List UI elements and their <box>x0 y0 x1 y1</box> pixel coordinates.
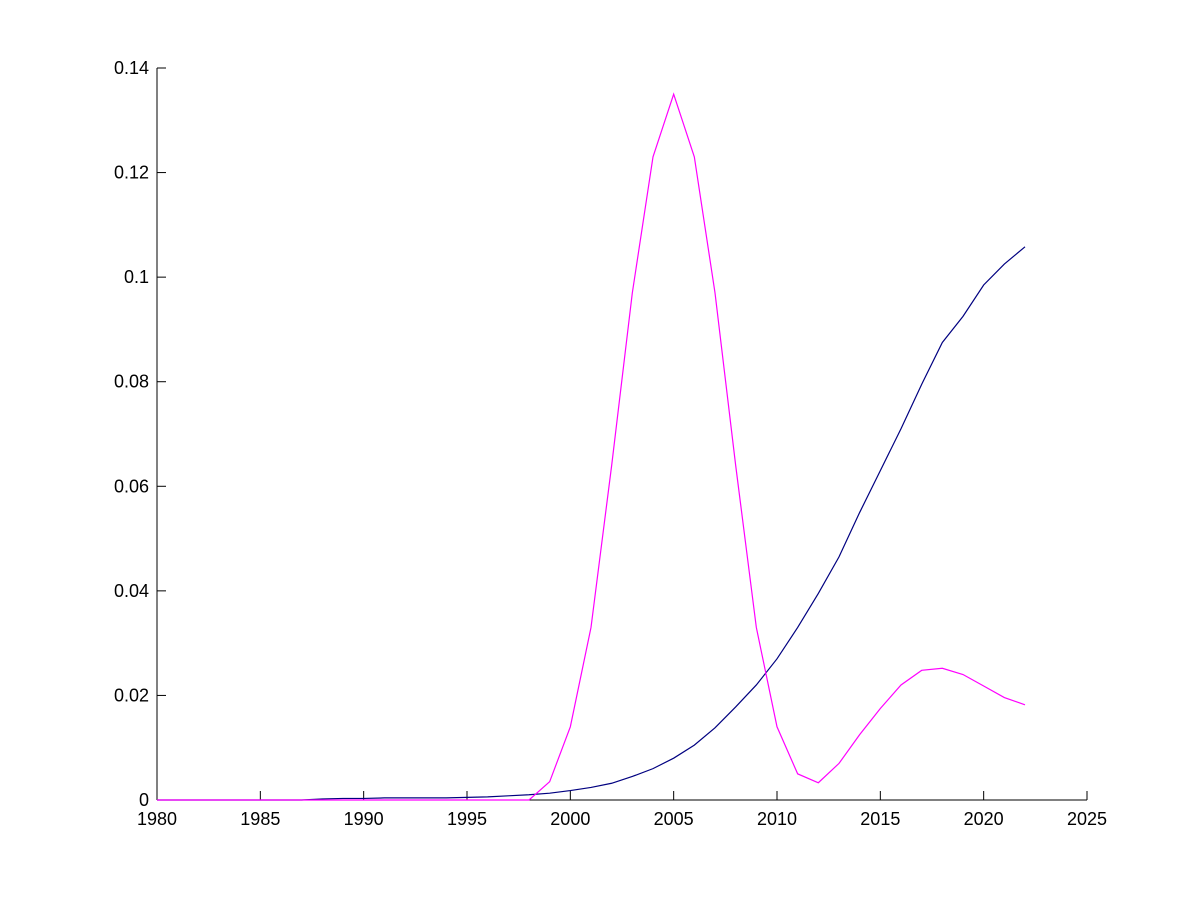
x-tick-label: 1990 <box>344 809 384 829</box>
x-tick-label: 2020 <box>964 809 1004 829</box>
y-tick-label: 0.02 <box>114 685 149 705</box>
y-tick-label: 0.1 <box>124 267 149 287</box>
x-tick-label: 2010 <box>757 809 797 829</box>
y-tick-label: 0.08 <box>114 372 149 392</box>
x-tick-label: 1985 <box>240 809 280 829</box>
y-tick-label: 0 <box>139 790 149 810</box>
x-tick-label: 2015 <box>860 809 900 829</box>
y-tick-label: 0.14 <box>114 58 149 78</box>
x-tick-label: 2025 <box>1067 809 1107 829</box>
series-line <box>157 246 1026 801</box>
y-tick-label: 0.12 <box>114 163 149 183</box>
x-tick-label: 1980 <box>137 809 177 829</box>
y-tick-label: 0.06 <box>114 476 149 496</box>
x-tick-label: 2005 <box>654 809 694 829</box>
x-tick-label: 2000 <box>550 809 590 829</box>
x-tick-label: 1995 <box>447 809 487 829</box>
series-line <box>157 92 1026 801</box>
y-tick-label: 0.04 <box>114 581 149 601</box>
